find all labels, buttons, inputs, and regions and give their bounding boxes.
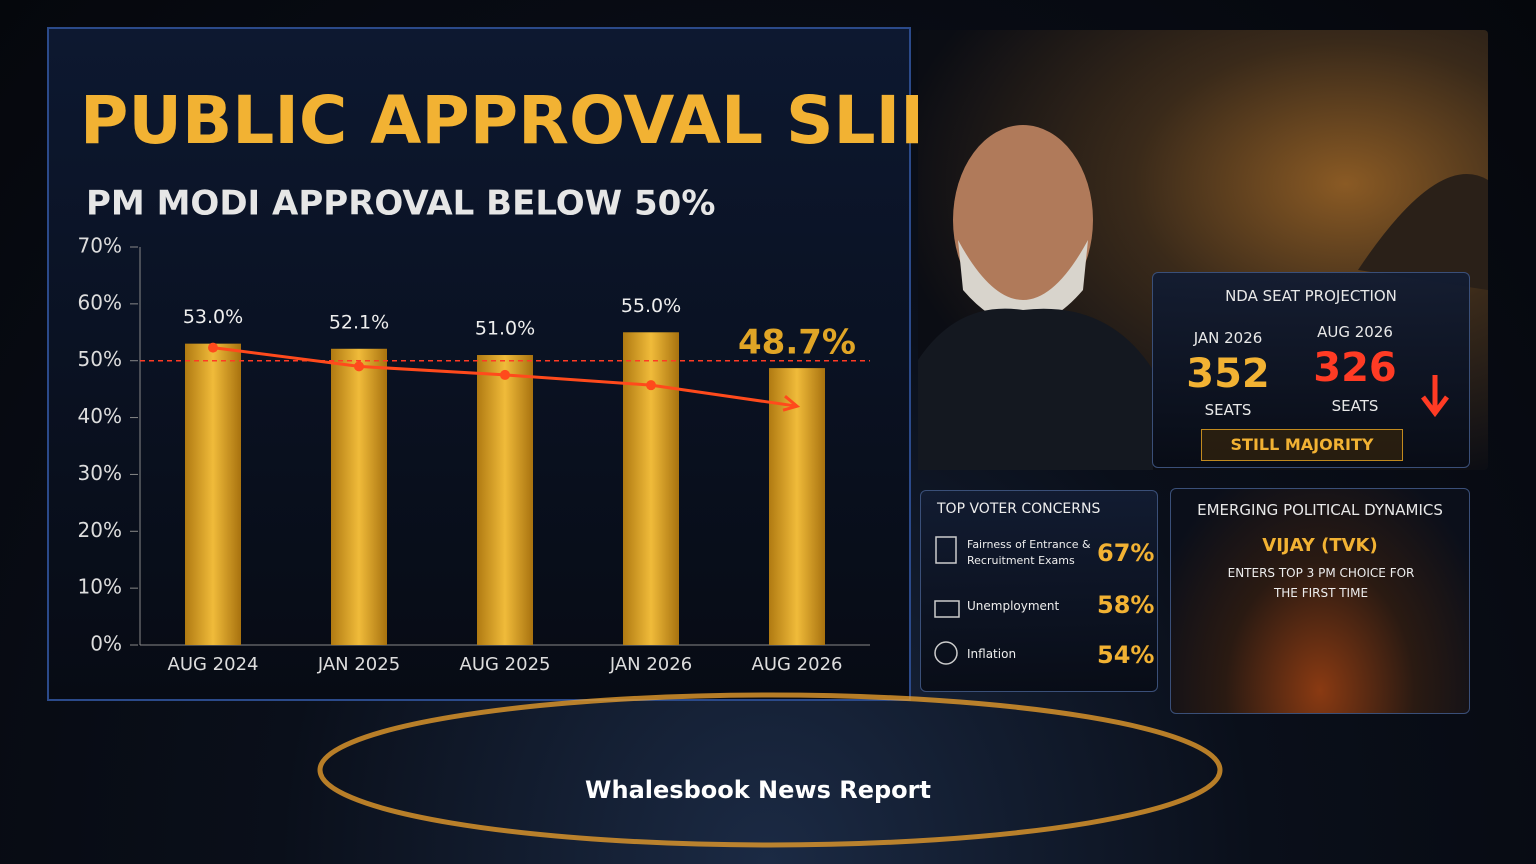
x-tick-label: AUG 2025 (460, 654, 551, 675)
value-label: 55.0% (621, 295, 681, 317)
value-label: 52.1% (329, 311, 389, 333)
panel-title: NDA SEAT PROJECTION (1225, 287, 1397, 305)
y-tick-label: 60% (78, 290, 122, 314)
value-label: 53.0% (183, 306, 243, 328)
concern-label: Inflation (967, 647, 1017, 661)
bar (185, 343, 241, 645)
concern-value: 54% (1097, 641, 1155, 669)
y-tick-label: 30% (78, 461, 122, 485)
concern-label: Fairness of Entrance & Recruitment Exams (967, 538, 1091, 567)
seat-value: 352 (1186, 351, 1270, 397)
bar (477, 355, 533, 645)
trend-point (208, 342, 218, 353)
concern-value: 67% (1097, 539, 1155, 567)
value-label: 48.7% (738, 323, 856, 363)
candidate-note: ENTERS TOP 3 PM CHOICE FOR THE FIRST TIM… (1227, 566, 1415, 600)
value-label: 51.0% (475, 318, 535, 340)
concern-icons (934, 536, 960, 665)
footer: Whalesbook News Report (585, 776, 931, 804)
concerns-panel: TOP VOTER CONCERNS Fairness of Entrance … (920, 490, 1158, 692)
concern-label: Unemployment (967, 599, 1060, 613)
candidate-name: VIJAY (TVK) (1262, 535, 1378, 556)
concern-value: 58% (1097, 591, 1155, 619)
bar (331, 348, 387, 645)
x-tick-label: JAN 2026 (609, 654, 692, 675)
seat-unit: SEATS (1204, 401, 1252, 419)
trend-point (500, 369, 510, 380)
chart-title: PUBLIC APPROVAL SLIPS (80, 82, 996, 159)
y-tick-label: 10% (78, 575, 122, 599)
y-tick-label: 70% (78, 234, 122, 258)
down-arrow (1421, 375, 1449, 418)
seat-projection-panel: NDA SEAT PROJECTION JAN 2026 352 SEATS A… (1152, 272, 1470, 468)
seat-value: 326 (1313, 345, 1397, 391)
seat-unit: SEATS (1331, 397, 1379, 415)
stage-ring (317, 692, 1223, 848)
trend-point (646, 380, 656, 391)
dynamics-panel: EMERGING POLITICAL DYNAMICS VIJAY (TVK) … (1170, 488, 1470, 714)
bar (769, 368, 825, 645)
y-tick-label: 20% (78, 518, 122, 542)
bar (623, 332, 679, 645)
trend-arrow (782, 395, 801, 412)
column-label: JAN 2026 (1193, 329, 1263, 347)
trend-point (354, 361, 364, 372)
panel-title: EMERGING POLITICAL DYNAMICS (1197, 501, 1443, 519)
chart-subtitle: PM MODI APPROVAL BELOW 50% (86, 184, 715, 224)
y-tick-label: 50% (78, 347, 122, 371)
x-tick-label: AUG 2024 (168, 654, 259, 675)
y-tick-label: 0% (90, 632, 122, 656)
x-tick-label: AUG 2026 (752, 654, 843, 675)
column-label: AUG 2026 (1317, 323, 1393, 341)
portrait-art (918, 125, 1488, 470)
majority-badge: STILL MAJORITY (1201, 429, 1403, 461)
panel-title: TOP VOTER CONCERNS (937, 501, 1101, 517)
y-tick-label: 40% (78, 404, 122, 428)
x-tick-label: JAN 2025 (317, 654, 400, 675)
